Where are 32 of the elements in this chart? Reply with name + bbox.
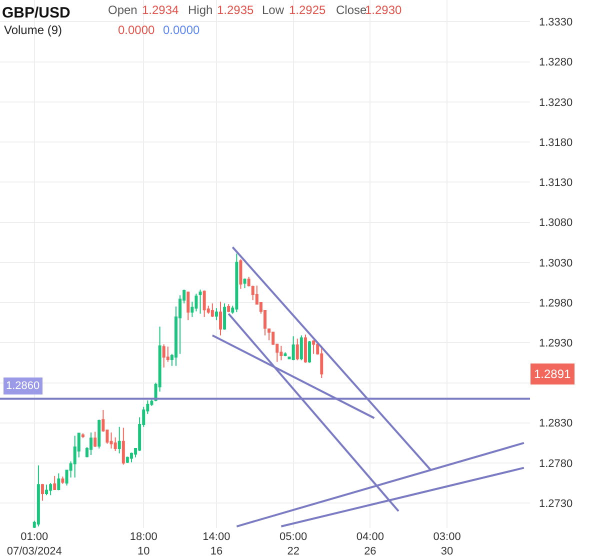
annotation: 1.2891	[534, 367, 572, 381]
y-tick-label: 1.3330	[539, 16, 573, 29]
annotation: 1.2935	[217, 3, 254, 17]
annotation: 0.0000	[163, 23, 200, 37]
x-tick-label: 01:00 07/03/2024	[6, 531, 62, 558]
y-tick-label: 1.3230	[539, 96, 573, 109]
annotation: Open	[108, 3, 138, 17]
x-tick-label: 18:00 10	[130, 531, 158, 558]
y-tick-label: 1.3030	[539, 257, 573, 270]
y-tick-label: 1.2980	[539, 297, 573, 310]
annotation: 0.0000	[118, 23, 156, 37]
annotation: Volume (9)	[4, 23, 62, 37]
y-tick-label: 1.3180	[539, 136, 573, 149]
y-tick-label: 1.2730	[539, 498, 573, 510]
ref-line-label: 1.2860	[6, 380, 40, 392]
x-tick-label: 14:00 16	[202, 531, 230, 558]
y-tick-label: 1.2780	[539, 458, 573, 470]
annotation: High	[188, 3, 213, 17]
y-tick-label: 1.3080	[539, 217, 573, 230]
annotation: 1.2934	[142, 3, 180, 17]
y-tick-label: 1.2830	[539, 418, 573, 430]
annotation: Low	[262, 3, 284, 17]
x-tick-label: 04:00 26	[356, 531, 384, 558]
annotation: 1.2925	[289, 3, 326, 17]
y-tick-label: 1.2930	[539, 337, 573, 350]
x-tick-label: 05:00 22	[280, 531, 308, 558]
x-tick-label: 03:00 30	[433, 531, 461, 558]
annotation: 1.2930	[365, 3, 402, 17]
y-tick-label: 1.3280	[539, 56, 573, 69]
chart-title: GBP/USD	[2, 4, 71, 22]
y-tick-label: 1.3130	[539, 177, 573, 189]
annotation: Close	[336, 3, 368, 17]
